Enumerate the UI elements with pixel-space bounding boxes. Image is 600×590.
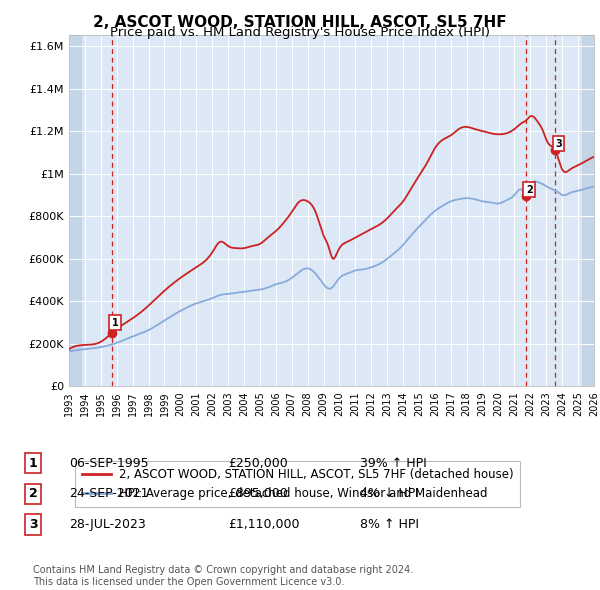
- Legend: 2, ASCOT WOOD, STATION HILL, ASCOT, SL5 7HF (detached house), HPI: Average price: 2, ASCOT WOOD, STATION HILL, ASCOT, SL5 …: [75, 461, 520, 507]
- Text: 2: 2: [526, 185, 533, 195]
- Text: 39% ↑ HPI: 39% ↑ HPI: [360, 457, 427, 470]
- Text: 3: 3: [29, 518, 37, 531]
- Text: 2, ASCOT WOOD, STATION HILL, ASCOT, SL5 7HF: 2, ASCOT WOOD, STATION HILL, ASCOT, SL5 …: [93, 15, 507, 30]
- Text: £250,000: £250,000: [228, 457, 288, 470]
- Text: 1: 1: [29, 457, 37, 470]
- Text: 1: 1: [112, 317, 118, 327]
- Bar: [69, 35, 81, 386]
- Text: £1,110,000: £1,110,000: [228, 518, 299, 531]
- Text: 8% ↑ HPI: 8% ↑ HPI: [360, 518, 419, 531]
- Text: 06-SEP-1995: 06-SEP-1995: [69, 457, 149, 470]
- Text: 28-JUL-2023: 28-JUL-2023: [69, 518, 146, 531]
- Text: 2: 2: [29, 487, 37, 500]
- Bar: [582, 35, 594, 386]
- Text: £895,000: £895,000: [228, 487, 288, 500]
- Text: Contains HM Land Registry data © Crown copyright and database right 2024.
This d: Contains HM Land Registry data © Crown c…: [33, 565, 413, 587]
- Text: 4% ↓ HPI: 4% ↓ HPI: [360, 487, 419, 500]
- Text: Price paid vs. HM Land Registry's House Price Index (HPI): Price paid vs. HM Land Registry's House …: [110, 26, 490, 39]
- Text: 3: 3: [555, 139, 562, 149]
- Text: 24-SEP-2021: 24-SEP-2021: [69, 487, 149, 500]
